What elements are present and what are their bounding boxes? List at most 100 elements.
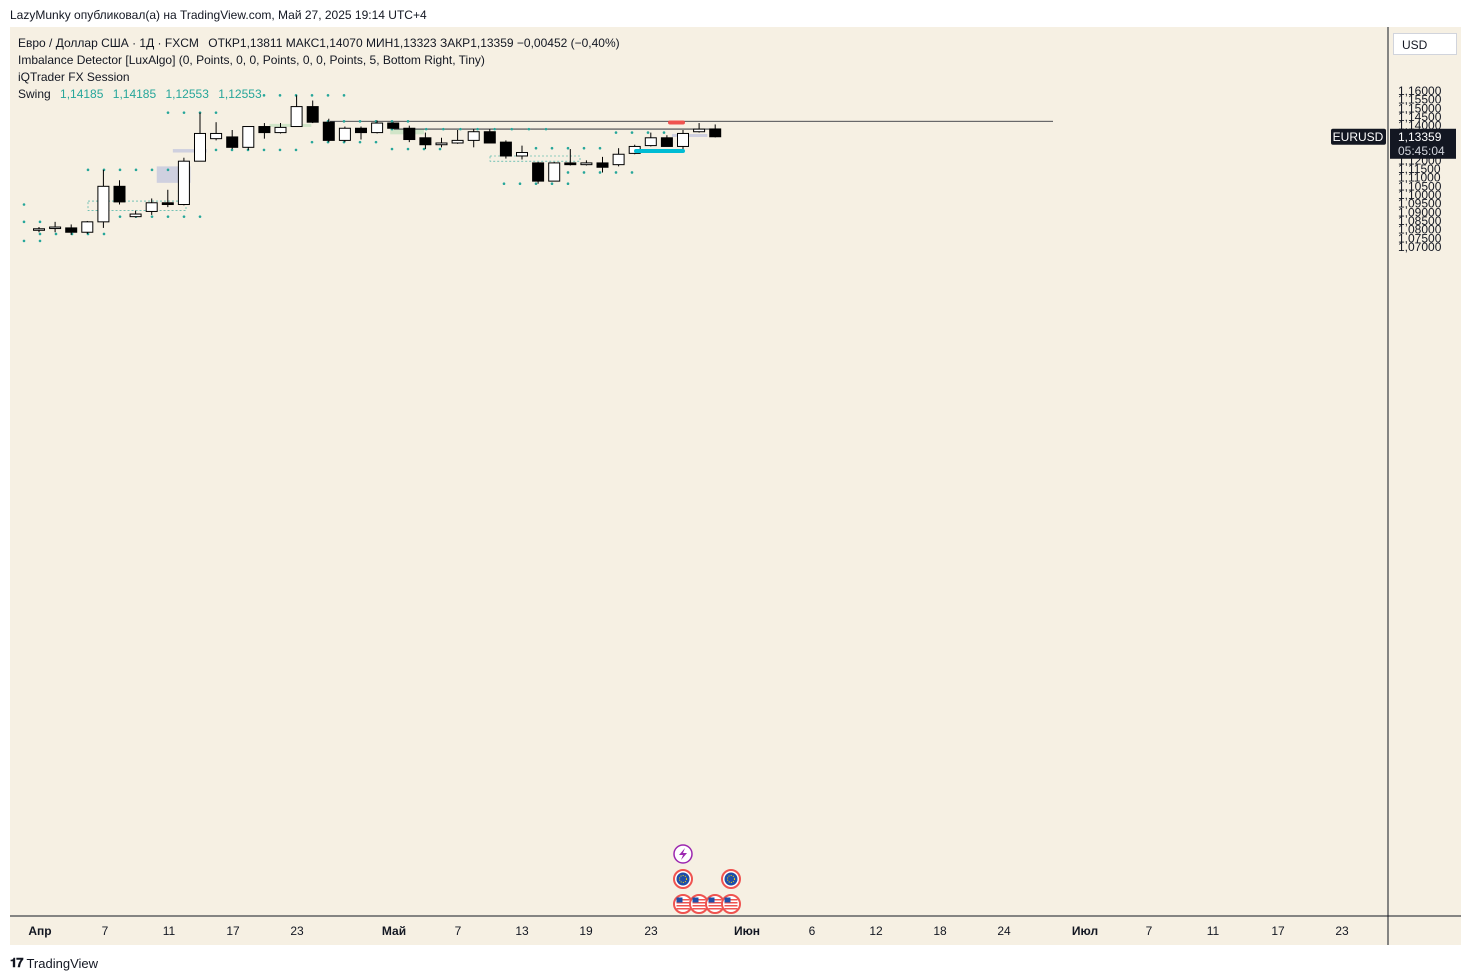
swing-dot (182, 215, 186, 218)
x-tick-label: 12 (869, 924, 883, 938)
candle-body (516, 152, 528, 157)
candle-body (33, 228, 45, 231)
candle-body (467, 131, 480, 141)
candle-body (435, 142, 448, 146)
swing-dot (438, 147, 442, 151)
flag-stripe (708, 908, 722, 910)
candle-body (65, 227, 78, 233)
lightning-bolt (679, 848, 687, 860)
candle-body (49, 226, 62, 230)
candle (596, 156, 609, 173)
y-tick-label: 1,09000 (1398, 205, 1442, 219)
price-badge-symbol-bg (1331, 128, 1386, 145)
candle (467, 129, 480, 148)
indicator-session[interactable]: iQTrader FX Session (18, 70, 130, 84)
swing-dot (262, 148, 266, 152)
candle-body (97, 185, 110, 223)
candle (387, 122, 400, 130)
x-tick-label: 23 (1335, 924, 1349, 938)
candle-body (387, 122, 400, 129)
candle-body (371, 122, 384, 134)
flag-canton (692, 897, 699, 903)
swing-dot (662, 131, 666, 134)
symbol-legend[interactable]: Евро / Доллар США · 1Д · FXCM ОТКР1,1381… (18, 36, 620, 50)
flag-stripe (724, 902, 738, 904)
x-tick-label: 18 (933, 924, 947, 938)
y-tick-label: 1,10000 (1398, 188, 1442, 202)
candle (49, 221, 62, 233)
candle (338, 126, 351, 143)
swing-dot (630, 171, 634, 174)
price-badge-price: 1,13359 (1398, 130, 1442, 144)
y-tick-label: 1,11000 (1398, 171, 1441, 185)
price-badge-bg (1390, 128, 1456, 159)
flag-stripe (708, 899, 722, 901)
symbol-title[interactable]: Евро / Доллар США · 1Д · FXCM (18, 36, 199, 50)
candle (113, 180, 126, 205)
swing-dot (166, 215, 170, 218)
candle-body (355, 127, 367, 134)
candle-body (403, 127, 416, 141)
indicator-swing[interactable]: Swing 1,14185 1,14185 1,12553 1,12553 (18, 87, 262, 101)
candle-body (242, 126, 255, 148)
imbalance-zone (172, 149, 207, 153)
swing-dot (582, 146, 586, 150)
candle (371, 120, 384, 134)
candle (548, 162, 561, 182)
swing-dot (198, 111, 202, 114)
swing-dot (566, 171, 570, 174)
swing-dot (214, 148, 218, 152)
us-flag-icon (705, 894, 725, 914)
swing-dot (214, 111, 218, 114)
candle (145, 198, 158, 215)
candle-body (580, 162, 593, 166)
flag-stripe (676, 899, 690, 901)
candle-body (596, 162, 609, 168)
chart-canvas[interactable]: 1,160001,155001,150001,145001,140001,135… (10, 27, 1461, 945)
swing-dot (310, 140, 314, 144)
swing-dot (134, 168, 138, 172)
swing-dot (38, 220, 42, 224)
chart-area[interactable]: 1,160001,155001,150001,145001,140001,135… (10, 27, 1461, 945)
eu-flag-icon (673, 869, 693, 889)
eu-flag-icon (721, 869, 741, 889)
swing-value: 1,14185 (112, 87, 157, 101)
swing-dot (582, 171, 586, 174)
swing-label: Swing (18, 87, 51, 101)
swing-dot (476, 127, 479, 131)
swing-dot (459, 127, 462, 131)
candle-body (322, 121, 335, 141)
imbalance-zone (269, 123, 312, 127)
candle (306, 100, 319, 124)
swing-dot (166, 168, 170, 172)
candle (580, 160, 593, 166)
swing-dot (310, 94, 314, 97)
flag-canton (724, 897, 731, 903)
y-tick-label: 1,10500 (1398, 179, 1442, 193)
candle (709, 124, 722, 138)
candle-body (709, 128, 722, 138)
swing-dot (510, 127, 514, 131)
swing-dot (614, 131, 618, 134)
candle (177, 157, 190, 206)
x-tick-label: Июл (1072, 924, 1098, 938)
swing-dot (442, 127, 445, 131)
swing-dot (102, 232, 106, 236)
indicator-imbalance[interactable]: Imbalance Detector [LuxAlgo] (0, Points,… (18, 53, 485, 67)
swing-dot (527, 127, 531, 131)
candle-body (612, 153, 625, 166)
candle (274, 123, 287, 134)
swing-dot (358, 120, 362, 123)
flag-stripe (724, 905, 738, 907)
imbalance-outline (489, 155, 581, 162)
candle (644, 132, 657, 147)
candle-body (113, 185, 126, 203)
flag-stripe (708, 905, 722, 907)
swing-dot (198, 215, 202, 218)
tradingview-logo-icon: 𝟏𝟕 (10, 955, 24, 970)
swing-dot (54, 232, 58, 236)
x-tick-label: 17 (226, 924, 240, 938)
footer-brand[interactable]: 𝟏𝟕 TradingView (10, 955, 98, 971)
currency-button[interactable]: USD (1393, 33, 1457, 55)
swing-value: 1,12553 (218, 87, 262, 101)
